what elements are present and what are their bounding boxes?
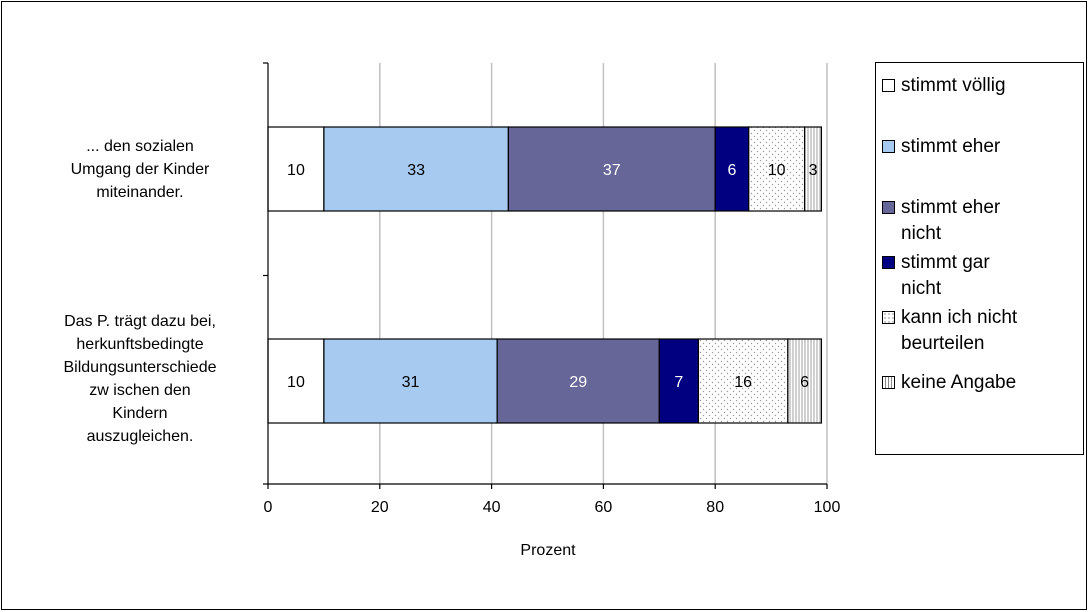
data-label: 29 [569,374,587,391]
category-label-line: Bildungsunterschiede [63,359,217,376]
legend-label-line: nicht [901,223,942,244]
legend-label-line: keine Angabe [901,372,1017,393]
data-label: 31 [402,374,420,391]
legend-label-line: stimmt eher [901,197,1001,218]
legend-label: kann ich nicht beurteilen [901,305,1086,357]
data-label: 3 [809,162,818,179]
x-tick-label: 0 [264,499,273,516]
data-label: 37 [603,162,621,179]
x-axis-title: Prozent [520,542,576,559]
x-tick-label: 40 [483,499,501,516]
category-label-line: ... den sozialen [86,137,194,155]
category-label-line: herkunftsbedingte [76,336,204,353]
category-label: ... den sozialen Umgang der Kinder miteina… [25,135,255,204]
legend-label: stimmt eher [901,134,1086,160]
data-label: 33 [407,162,425,179]
data-label: 6 [728,162,737,179]
data-label: 7 [674,374,683,391]
x-tick-label: 100 [814,499,841,516]
bar-segment [787,338,823,424]
bar-segment [323,338,498,424]
data-label: 6 [800,374,809,391]
legend-label-line: stimmt völlig [901,75,1006,96]
bar-segment [323,126,509,212]
category-label-line: zw ischen den [89,382,191,399]
x-tick-label: 80 [706,499,724,516]
bar-segment [507,126,716,212]
category-label-line: miteinander. [96,183,184,201]
legend-label: stimmt eher nicht [901,195,1086,247]
legend-label: keine Angabe [901,370,1086,396]
legend-label-line: kann ich nicht [901,307,1018,328]
data-label: 10 [287,374,305,391]
bar-segment [697,338,789,424]
bar-segment [804,126,823,212]
data-label: 10 [768,162,786,179]
legend-label: stimmt völlig [901,73,1086,99]
legend-label-line: stimmt eher [901,136,1001,157]
x-tick-label: 60 [595,499,613,516]
data-label: 10 [287,162,305,179]
legend-label-line: stimmt gar [901,252,990,273]
category-label-line: Umgang der Kinder [70,160,210,178]
legend-label-line: beurteilen [901,333,985,354]
bar-segment [748,126,806,212]
category-label-line: auszugleichen. [86,428,194,445]
legend-label: stimmt gar nicht [901,250,1086,302]
legend-swatch [882,140,895,153]
bars: 10 33 37 6 10 3 10 31 29 7 16 6 [267,126,823,424]
legend-swatch [882,79,895,92]
axes: 0 20 40 60 80 100 [263,62,841,516]
data-label: 16 [734,374,752,391]
category-label: Das P. trägt dazu bei, herkunftsbedingte B… [25,310,255,448]
legend-swatch [882,201,895,214]
bar-segment [496,338,660,424]
legend-swatch [882,376,895,389]
legend-swatch [882,311,895,324]
legend-swatch [882,256,895,269]
category-label-line: Kindern [112,405,168,422]
legend-label-line: nicht [901,278,942,299]
bar-segment [658,338,700,424]
category-label-line: Das P. trägt dazu bei, [64,313,216,330]
bar-segment [714,126,750,212]
legend: stimmt völlig stimmt eher stimmt eher nicht… [875,62,1084,455]
x-tick-label: 20 [371,499,389,516]
